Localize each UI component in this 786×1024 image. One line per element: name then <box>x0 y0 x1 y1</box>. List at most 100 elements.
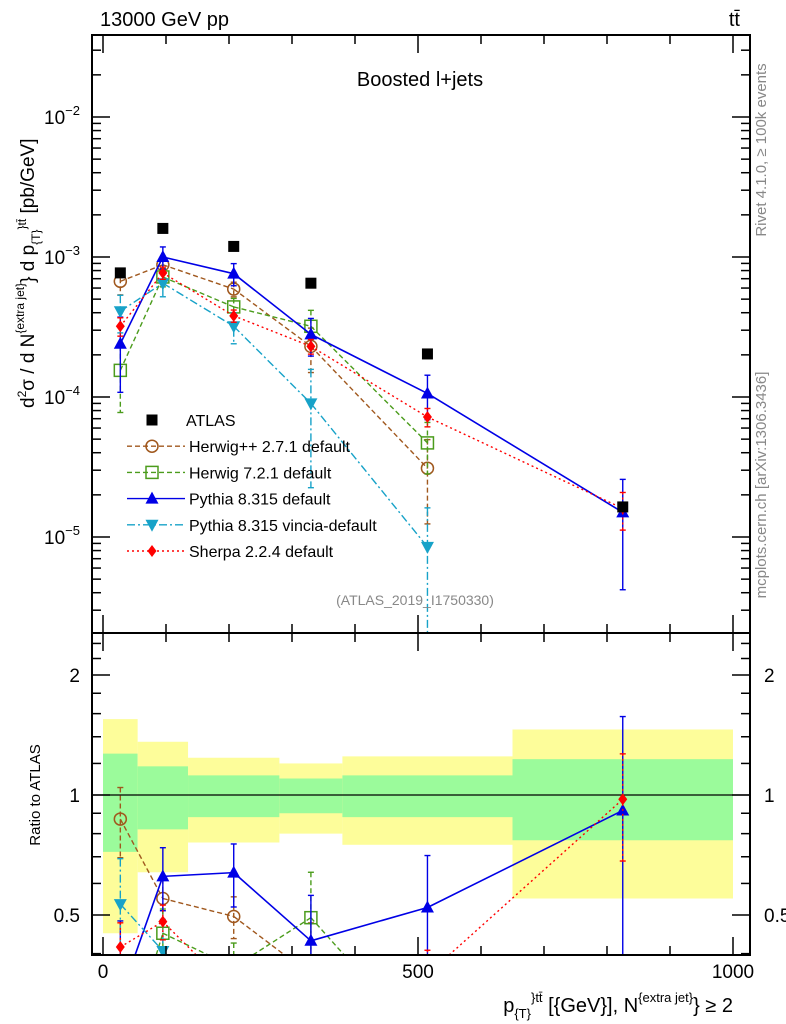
data-point-atlas <box>617 501 629 513</box>
legend-label: Pythia 8.315 vincia-default <box>189 518 377 535</box>
data-point-pythia <box>227 865 241 878</box>
series-line-herwigpp <box>310 345 428 469</box>
legend-item-atlas: ATLAS <box>146 413 236 430</box>
main-series-layer <box>113 222 630 633</box>
series-sherpa-ratio <box>115 753 628 955</box>
data-point-sherpa <box>229 309 239 322</box>
analysis-label: (ATLAS_2019_I1750330) <box>336 592 494 608</box>
data-point-vincia <box>420 541 434 554</box>
legend-marker <box>146 414 158 426</box>
data-point-sherpa <box>158 915 168 928</box>
data-point-pythia <box>304 327 318 340</box>
x-tick-label: 1000 <box>712 962 754 983</box>
y-tick-label: 10−3 <box>44 243 80 269</box>
series-line-vincia <box>162 282 235 327</box>
data-point-sherpa <box>422 410 432 423</box>
ratio-uncertainty-bands <box>103 719 733 934</box>
series-herwigpp <box>113 257 435 525</box>
data-point-vincia <box>304 398 318 411</box>
ratio-tick-label-left: 0.5 <box>54 906 80 927</box>
plot-title: Boosted l+jets <box>357 69 483 91</box>
data-point-atlas <box>157 222 169 234</box>
mcplots-label: mcplots.cern.ch [arXiv:1306.3436] <box>753 372 770 599</box>
legend-label: Pythia 8.315 default <box>189 492 331 509</box>
series-line-herwig7 <box>310 325 428 444</box>
series-line-sherpa <box>119 272 164 327</box>
stat-uncertainty-band <box>279 778 343 814</box>
stat-uncertainty-band <box>103 753 138 852</box>
series-line-herwigpp <box>162 897 234 918</box>
series-line-sherpa <box>427 416 624 510</box>
series-line-vincia <box>119 903 164 952</box>
ratio-tick-label-right: 0.5 <box>764 906 786 927</box>
series-line-pythia <box>310 333 428 395</box>
data-point-herwig7 <box>420 436 435 450</box>
series-line-herwigpp <box>119 818 164 899</box>
stat-uncertainty-band <box>342 775 513 818</box>
legend-marker <box>147 545 157 557</box>
data-point-pythia <box>113 336 127 349</box>
legend-label: Herwig 7.2.1 default <box>189 465 332 482</box>
legend-item-pythia: Pythia 8.315 default <box>127 491 331 509</box>
axis-tick-labels: 0 500 1000 10−2 10−3 10−4 10−5 2 2 1 1 0.5 0.5 <box>44 103 786 983</box>
data-point-sherpa <box>115 941 125 954</box>
data-point-pythia <box>156 869 170 882</box>
legend-marker <box>145 439 159 453</box>
data-point-pythia <box>420 900 434 913</box>
series-line-herwigpp <box>233 915 286 955</box>
data-point-herwigpp <box>226 909 241 924</box>
data-point-sherpa <box>306 340 316 353</box>
series-line-herwigpp <box>233 288 312 347</box>
series-line-pythia <box>233 872 312 942</box>
series-line-vincia <box>119 282 164 312</box>
series-line-herwig7 <box>155 933 164 955</box>
ratio-tick-label-left: 2 <box>69 666 80 687</box>
legend-item-sherpa: Sherpa 2.2.4 default <box>127 544 334 561</box>
data-point-atlas <box>114 267 126 279</box>
ratio-tick-label-left: 1 <box>69 786 80 807</box>
legend-label: Herwig++ 2.7.1 default <box>189 439 351 456</box>
ratio-y-axis-label: Ratio to ATLAS <box>27 744 44 845</box>
series-line-pythia <box>427 809 624 909</box>
series-line-sherpa <box>119 921 164 948</box>
y-tick-label: 10−4 <box>44 383 80 409</box>
data-point-sherpa <box>158 266 168 279</box>
legend-label: Sherpa 2.2.4 default <box>189 544 334 561</box>
series-line-pythia <box>310 906 428 942</box>
data-point-atlas <box>228 240 240 252</box>
axis-ticks <box>92 35 750 955</box>
series-atlas <box>114 222 629 513</box>
stat-uncertainty-band <box>188 775 280 818</box>
y-axis-label: d2σ / d N{extra jet}} d p{T}}tt̄ [pb/GeV… <box>13 139 43 408</box>
legend-marker <box>145 465 159 480</box>
legend-item-herwig7: Herwig 7.2.1 default <box>127 465 332 482</box>
series-line-sherpa <box>448 798 624 955</box>
series-line-herwig7 <box>162 276 234 308</box>
legend-marker <box>145 491 159 504</box>
y-tick-label: 10−2 <box>44 103 80 129</box>
series-line-herwig7 <box>233 306 312 327</box>
series-line-pythia <box>162 256 234 275</box>
y-tick-label: 10−5 <box>44 523 80 549</box>
ratio-frame <box>91 632 751 956</box>
data-point-vincia <box>156 278 170 291</box>
series-line-vincia <box>310 402 428 548</box>
data-point-sherpa <box>618 793 628 806</box>
series-line-herwigpp <box>162 264 234 290</box>
stat-uncertainty-band <box>137 766 189 830</box>
series-line-herwig7 <box>119 276 164 371</box>
data-point-atlas <box>305 277 317 289</box>
data-point-atlas <box>421 348 433 360</box>
data-point-pythia <box>420 386 434 399</box>
ratio-tick-label-right: 2 <box>764 666 775 687</box>
data-point-sherpa <box>115 320 125 333</box>
legend: ATLAS Herwig++ 2.7.1 default Herwig 7.2.1 … <box>127 413 377 561</box>
data-point-vincia <box>156 945 170 955</box>
series-line-vincia <box>233 325 312 404</box>
series-line-sherpa <box>233 315 312 348</box>
series-line-pythia <box>427 392 624 514</box>
x-axis-label: p{T}}tt̄ [{GeV}], N{extra jet}} ≥ 2 <box>503 990 733 1021</box>
data-point-herwigpp <box>113 812 128 826</box>
data-point-pythia <box>304 933 318 946</box>
